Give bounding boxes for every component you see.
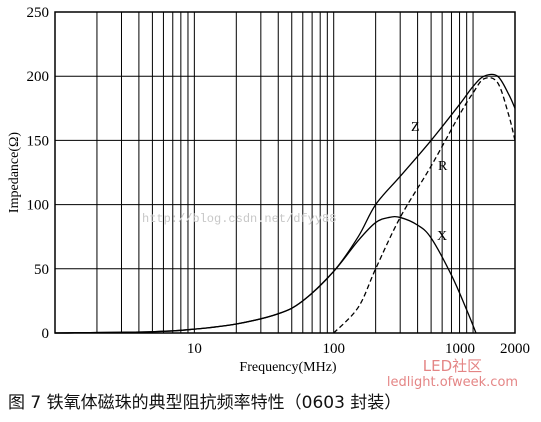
x-tick-label: 1000 — [445, 341, 475, 357]
site-stamp: LED社区 ledlight.ofweek.com — [370, 358, 535, 391]
curve-label-r: R — [438, 159, 448, 174]
stamp-line-2: ledlight.ofweek.com — [386, 375, 519, 390]
x-axis-label: Frequency(MHz) — [239, 360, 337, 375]
series-line-z — [54, 73, 516, 334]
x-tick-label: 2000 — [500, 341, 530, 357]
y-tick-label: 50 — [34, 262, 49, 278]
stamp-line-1: LED社区 — [422, 357, 483, 375]
tick-labels: 0 50 100 150 200 250 10 100 1000 2000 — [27, 5, 531, 357]
curve-label-z: Z — [411, 120, 420, 135]
y-tick-label: 0 — [42, 326, 50, 342]
series-group — [54, 73, 516, 334]
y-tick-label: 200 — [27, 69, 50, 85]
plot-frame — [54, 11, 516, 334]
curve-label-x: X — [437, 229, 447, 244]
series-line-r — [333, 77, 516, 334]
series-line-x — [54, 215, 477, 334]
y-axis-label: Impedance(Ω) — [7, 132, 22, 213]
y-tick-label: 150 — [27, 133, 50, 149]
figure-caption: 图 7 铁氧体磁珠的典型阻抗频率特性（0603 封装） — [8, 393, 402, 413]
axes — [54, 11, 516, 334]
x-tick-label: 10 — [187, 341, 202, 357]
impedance-chart: 0 50 100 150 200 250 10 100 1000 2000 Frequency(M… — [7, 5, 531, 375]
watermark-text: http://blog.csdn.net/dfyy88 — [142, 212, 336, 226]
y-tick-label: 250 — [27, 5, 50, 21]
x-tick-label: 100 — [322, 341, 345, 357]
y-tick-label: 100 — [27, 198, 50, 214]
